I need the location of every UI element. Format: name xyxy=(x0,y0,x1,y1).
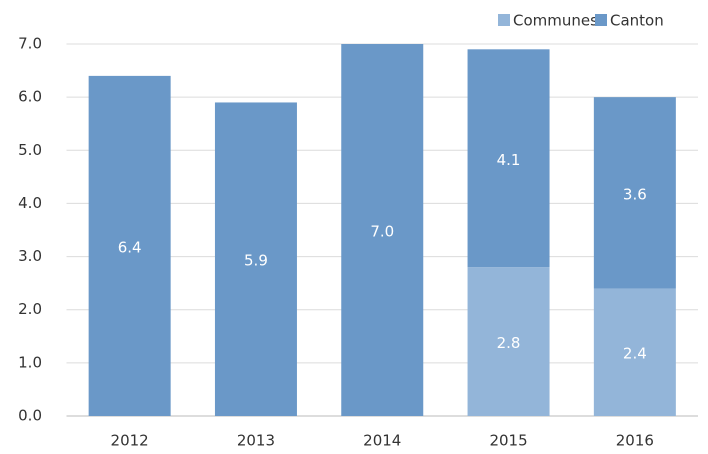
legend-swatch xyxy=(595,14,607,26)
x-tick-label: 2015 xyxy=(489,432,527,450)
x-tick-label: 2014 xyxy=(363,432,401,450)
data-label: 2.8 xyxy=(497,334,521,352)
y-tick-label: 0.0 xyxy=(18,407,42,425)
legend-label: Communes xyxy=(513,12,598,30)
y-tick-label: 6.0 xyxy=(18,88,42,106)
legend-swatch xyxy=(498,14,510,26)
data-label: 2.4 xyxy=(623,345,647,363)
bar-segment xyxy=(593,288,676,416)
bar-segment xyxy=(88,75,171,416)
y-tick-label: 7.0 xyxy=(18,35,42,53)
data-label: 4.1 xyxy=(497,151,521,169)
x-tick-label: 2012 xyxy=(111,432,149,450)
y-tick-label: 2.0 xyxy=(18,300,42,318)
bar-segment xyxy=(593,97,676,289)
y-tick-label: 1.0 xyxy=(18,353,42,371)
x-tick-label: 2013 xyxy=(237,432,275,450)
data-label: 7.0 xyxy=(370,223,394,241)
legend-label: Canton xyxy=(610,12,664,30)
bar-segment xyxy=(341,44,424,416)
bar-segment xyxy=(467,267,550,416)
y-tick-label: 3.0 xyxy=(18,247,42,265)
data-label: 6.4 xyxy=(118,238,142,256)
y-tick-label: 5.0 xyxy=(18,141,42,159)
x-tick-label: 2016 xyxy=(616,432,654,450)
bar-segment xyxy=(467,49,550,268)
data-label: 5.9 xyxy=(244,252,268,270)
bar-segment xyxy=(214,102,297,416)
y-tick-label: 4.0 xyxy=(18,194,42,212)
data-label: 3.6 xyxy=(623,185,647,203)
